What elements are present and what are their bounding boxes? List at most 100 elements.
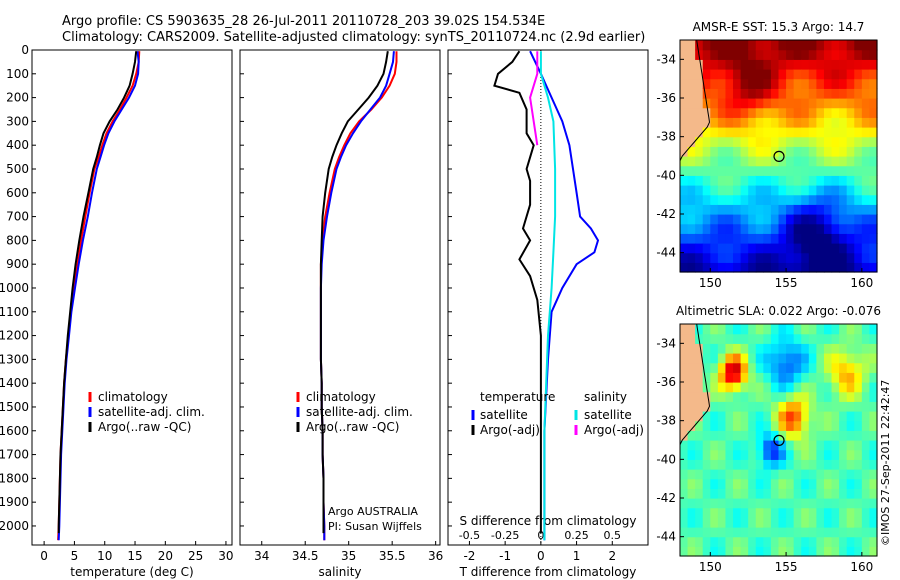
- map-cell: [687, 411, 696, 422]
- map-cell: [725, 262, 734, 273]
- map-cell: [846, 127, 855, 138]
- map-cell: [763, 488, 772, 499]
- salinity-xlabel: salinity: [318, 565, 361, 579]
- map-cell: [839, 517, 848, 528]
- map-cell: [831, 49, 840, 60]
- map-cell: [786, 420, 795, 431]
- map-cell: [710, 243, 719, 254]
- map-cell: [725, 243, 734, 254]
- map-cell: [740, 185, 749, 196]
- map-cell: [816, 469, 825, 480]
- map-cell: [740, 243, 749, 254]
- map-cell: [755, 98, 764, 109]
- depth-tick-label: 200: [6, 91, 29, 105]
- map-cell: [740, 204, 749, 215]
- map-cell: [717, 536, 727, 547]
- map-cell: [808, 546, 817, 557]
- x-tick-label: 35: [341, 549, 356, 563]
- map-cell: [770, 204, 780, 215]
- map-cell: [816, 507, 825, 518]
- difference-series-temperature-argo-adj-: [493, 50, 542, 534]
- map-cell: [687, 88, 696, 99]
- depth-tick-label: 1500: [0, 400, 29, 414]
- map-cell: [839, 324, 848, 335]
- map-cell: [816, 546, 825, 557]
- map-cell: [702, 136, 711, 147]
- map-cell: [846, 88, 855, 99]
- map-cell: [808, 252, 817, 263]
- difference-xlabel: T difference from climatology: [459, 565, 637, 579]
- map-cell: [733, 459, 742, 470]
- map-cell: [710, 78, 719, 89]
- map-cell: [733, 324, 742, 335]
- map-cell: [869, 69, 878, 80]
- map-cell: [770, 146, 780, 157]
- map-cell: [793, 517, 802, 528]
- depth-tick-label: 900: [6, 257, 29, 271]
- map-cell: [854, 175, 863, 186]
- map-cell: [687, 40, 696, 51]
- map-cell: [831, 353, 840, 364]
- map-cell: [869, 430, 878, 441]
- map-cell: [831, 185, 840, 196]
- map-cell: [680, 223, 689, 234]
- map-cell: [854, 107, 863, 118]
- map-cell: [680, 185, 689, 196]
- map-cell: [816, 517, 825, 528]
- map-cell: [748, 88, 757, 99]
- map-cell: [748, 185, 757, 196]
- map-cell: [831, 59, 840, 70]
- map-cell: [725, 252, 734, 263]
- map-cell: [702, 411, 711, 422]
- legend-temperature-title: temperature: [480, 390, 555, 404]
- map-cell: [869, 88, 878, 99]
- map-cell: [687, 469, 696, 480]
- map-cell: [680, 498, 689, 509]
- map-cell: [748, 459, 757, 470]
- map-cell: [687, 353, 696, 364]
- map-cell: [763, 194, 772, 205]
- map-cell: [702, 459, 711, 470]
- map-cell: [861, 391, 871, 402]
- map-cell: [801, 391, 810, 402]
- map-cell: [854, 546, 863, 557]
- map-cell: [861, 69, 871, 80]
- map-cell: [854, 233, 863, 244]
- map-cell: [831, 78, 840, 89]
- map-cell: [717, 204, 727, 215]
- map-cell: [717, 214, 727, 225]
- map-cell: [702, 252, 711, 263]
- map-cell: [861, 382, 871, 393]
- map-cell: [687, 136, 696, 147]
- map-cell: [869, 252, 878, 263]
- map-cell: [717, 488, 727, 499]
- map-cell: [839, 449, 848, 460]
- map-cell: [778, 243, 787, 254]
- map-cell: [770, 478, 780, 489]
- salinity-axes-frame: [239, 49, 441, 546]
- map-cell: [763, 175, 772, 186]
- map-cell: [778, 194, 787, 205]
- map-cell: [808, 156, 817, 167]
- legend-label: satellite-adj. clim.: [98, 405, 205, 419]
- map-cell: [869, 204, 878, 215]
- map-cell: [793, 449, 802, 460]
- map-cell: [755, 185, 764, 196]
- map-cell: [763, 185, 772, 196]
- map-cell: [748, 362, 757, 373]
- sst-argo-marker: [773, 150, 785, 162]
- x-tick-label: 0: [40, 549, 48, 563]
- map-cell: [740, 49, 749, 60]
- map-cell: [823, 175, 833, 186]
- map-cell: [680, 98, 689, 109]
- map-cell: [793, 362, 802, 373]
- map-cell: [755, 40, 764, 51]
- map-cell: [755, 440, 764, 451]
- map-cell: [854, 372, 863, 383]
- map-cell: [808, 507, 817, 518]
- map-cell: [778, 440, 787, 451]
- map-cell: [808, 185, 817, 196]
- map-cell: [823, 156, 833, 167]
- map-cell: [846, 391, 855, 402]
- map-cell: [823, 40, 833, 51]
